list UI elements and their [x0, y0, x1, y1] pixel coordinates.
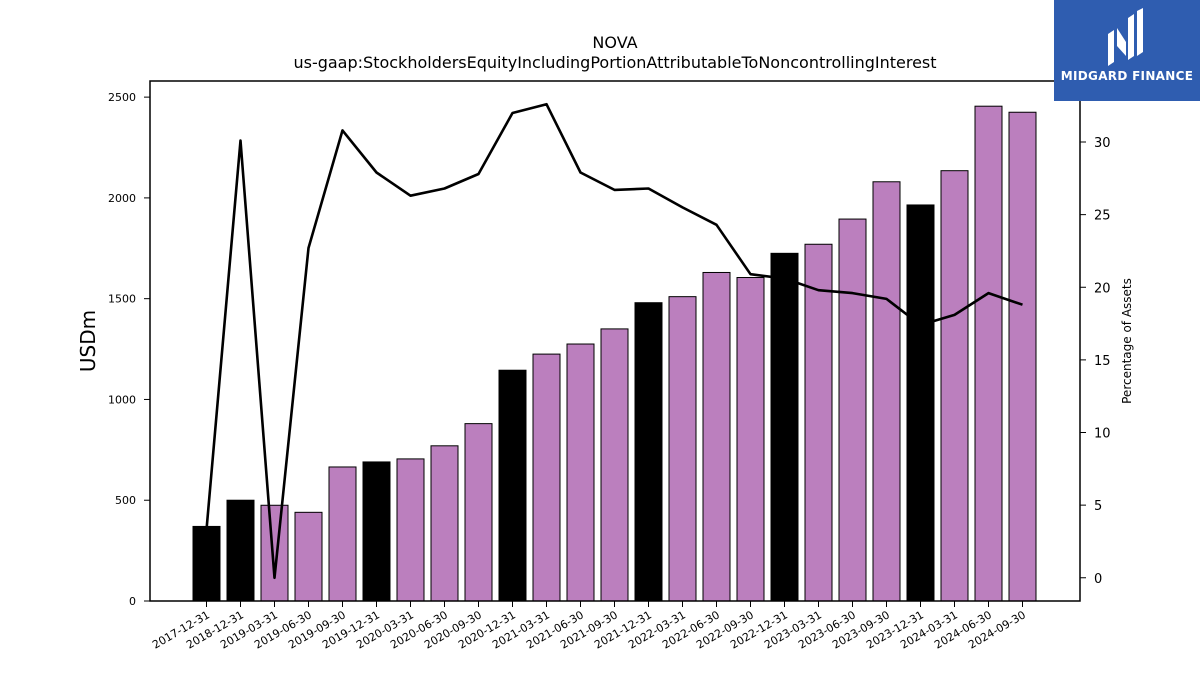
bar-group: [192, 105, 1037, 602]
y2-tick-label: 0: [1094, 572, 1102, 587]
bar: [566, 343, 595, 602]
bar: [668, 296, 697, 602]
y-tick-label: 500: [115, 494, 136, 507]
midgard-logo-icon: [1108, 8, 1143, 66]
bar: [906, 204, 935, 602]
bar: [838, 218, 867, 602]
y-tick-label: 0: [129, 595, 136, 608]
bar: [872, 181, 901, 602]
bar: [328, 466, 357, 602]
y2-tick-label: 10: [1094, 427, 1111, 442]
logo-text: MIDGARD FINANCE: [1060, 69, 1194, 83]
y2-tick-label: 15: [1094, 354, 1111, 369]
y-tick-label: 2000: [108, 192, 136, 205]
bar: [362, 461, 391, 602]
bar: [1008, 111, 1037, 602]
chart-title: NOVA: [592, 33, 637, 52]
bar: [498, 369, 527, 602]
bar: [464, 423, 493, 602]
y2-tick-label: 5: [1094, 499, 1102, 514]
percentage-line-group: [205, 102, 1023, 580]
bar: [736, 277, 765, 602]
bar: [260, 504, 289, 602]
bar: [226, 499, 255, 602]
bar: [192, 525, 221, 602]
bar: [770, 252, 799, 602]
y2-tick-label: 30: [1094, 136, 1111, 151]
bar: [532, 353, 561, 602]
y-tick-label: 1500: [108, 293, 136, 306]
y2-axis-label: Percentage of Assets: [1120, 278, 1134, 404]
bar: [430, 445, 459, 602]
bar: [804, 243, 833, 602]
y-tick-label: 2500: [108, 91, 136, 104]
percentage-line: [205, 102, 1023, 580]
brand-logo: MIDGARD FINANCE: [1054, 0, 1200, 101]
bar: [634, 302, 663, 602]
y-tick-label: 1000: [108, 393, 136, 406]
y2-tick-label: 20: [1094, 281, 1111, 296]
chart-subtitle: us-gaap:StockholdersEquityIncludingPorti…: [293, 53, 936, 72]
y-axis-label: USDm: [76, 310, 100, 372]
bar: [702, 271, 731, 602]
y-axis-right: 0 5 10 15 20 25 30: [1080, 136, 1111, 587]
y2-tick-label: 25: [1094, 209, 1111, 224]
bar: [974, 105, 1003, 602]
bar: [940, 170, 969, 602]
x-axis: 2017-12-312018-12-312019-03-312019-06-30…: [150, 601, 1028, 652]
bar: [600, 328, 629, 602]
y-axis-left: 0 500 1000 1500 2000 2500: [108, 91, 150, 608]
bar: [294, 511, 323, 602]
bar: [396, 458, 425, 602]
